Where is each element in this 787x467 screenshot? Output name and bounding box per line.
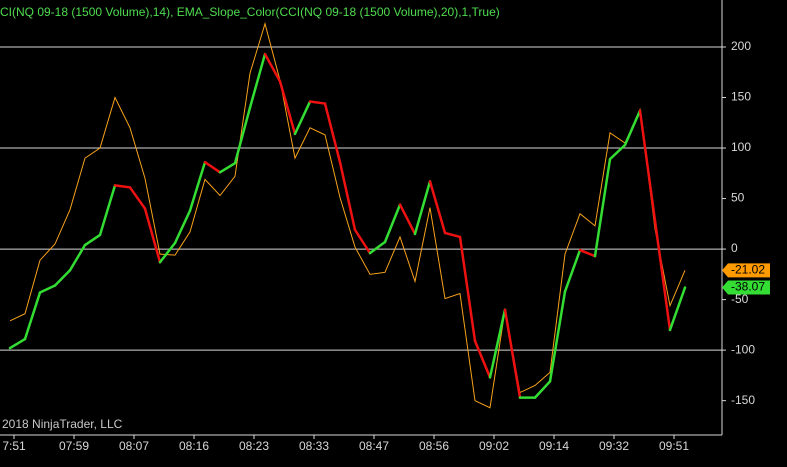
- ema-segment: [383, 203, 402, 244]
- x-tick-label: 08:07: [119, 439, 149, 453]
- y-tick-label: 100: [731, 140, 751, 154]
- ema-segment: [413, 180, 432, 236]
- ema-segment: [113, 184, 132, 189]
- ema-segment: [398, 203, 417, 236]
- ema-segment: [428, 180, 447, 235]
- x-tick-label: 08:47: [359, 439, 389, 453]
- ema-segment: [203, 160, 222, 174]
- y-tick-label: -150: [731, 393, 755, 407]
- ema-segment: [578, 248, 597, 258]
- ema-segment: [443, 231, 462, 239]
- ema-segment: [668, 286, 687, 332]
- ema-segment: [458, 235, 477, 343]
- ema-segment: [263, 52, 282, 83]
- ema-segment: [53, 269, 72, 287]
- value-flag-label: -38.07: [731, 280, 765, 294]
- x-tick-label: 09:51: [659, 439, 689, 453]
- ema-segment: [608, 143, 627, 161]
- ema-segment: [158, 241, 177, 264]
- value-flag-label: -21.02: [731, 262, 765, 276]
- ema-segment: [563, 248, 582, 293]
- ema-segment: [593, 157, 612, 258]
- ema-segment: [653, 219, 672, 332]
- x-tick-label: 08:23: [239, 439, 269, 453]
- ema-segment: [38, 284, 57, 294]
- ema-segment: [248, 52, 267, 109]
- x-tick-label: 09:32: [599, 439, 629, 453]
- ema-segment: [98, 184, 117, 237]
- ema-segment: [218, 161, 237, 174]
- ema-segment: [23, 291, 42, 341]
- ema-segment: [533, 380, 552, 399]
- y-tick-label: 150: [731, 90, 751, 104]
- ema-segment: [278, 80, 297, 136]
- ema-segment: [173, 209, 192, 245]
- ema-segment: [368, 240, 387, 255]
- copyright: 2018 NinjaTrader, LLC: [2, 417, 123, 431]
- x-tick-label: 07:59: [59, 439, 89, 453]
- ema-segment: [188, 160, 207, 212]
- ema-segment: [143, 207, 162, 264]
- ema-segment: [8, 337, 27, 350]
- ema-segment: [638, 109, 657, 223]
- ema-segment: [323, 102, 342, 164]
- ema-segment: [623, 109, 642, 147]
- x-tick-label: 7:51: [2, 439, 26, 453]
- ema-segment: [128, 186, 147, 210]
- y-tick-label: 0: [731, 241, 738, 255]
- y-tick-label: -50: [731, 292, 749, 306]
- x-tick-label: 08:33: [299, 439, 329, 453]
- value-flag: [722, 280, 770, 295]
- ema-segment: [548, 290, 567, 383]
- ema-segment: [68, 243, 87, 272]
- ema-segment: [233, 106, 252, 165]
- x-tick-label: 08:56: [419, 439, 449, 453]
- x-tick-label: 09:02: [479, 439, 509, 453]
- ema-segment: [338, 160, 357, 232]
- ema-segment: [83, 233, 102, 247]
- ema-segment: [473, 339, 492, 379]
- chart-title: CI(NQ 09-18 (1500 Volume),14), EMA_Slope…: [0, 5, 500, 19]
- y-tick-label: 50: [731, 191, 745, 205]
- cci-line: [9, 21, 686, 409]
- ema-segment: [488, 308, 507, 379]
- ema-segment: [503, 308, 522, 399]
- x-tick-label: 08:16: [179, 439, 209, 453]
- ema-segment: [353, 228, 372, 255]
- y-tick-label: -100: [731, 342, 755, 356]
- ema-segment: [293, 100, 312, 136]
- y-tick-label: 200: [731, 39, 751, 53]
- ema-segment: [308, 100, 327, 105]
- x-tick-label: 09:14: [539, 439, 569, 453]
- value-flag: [722, 263, 770, 278]
